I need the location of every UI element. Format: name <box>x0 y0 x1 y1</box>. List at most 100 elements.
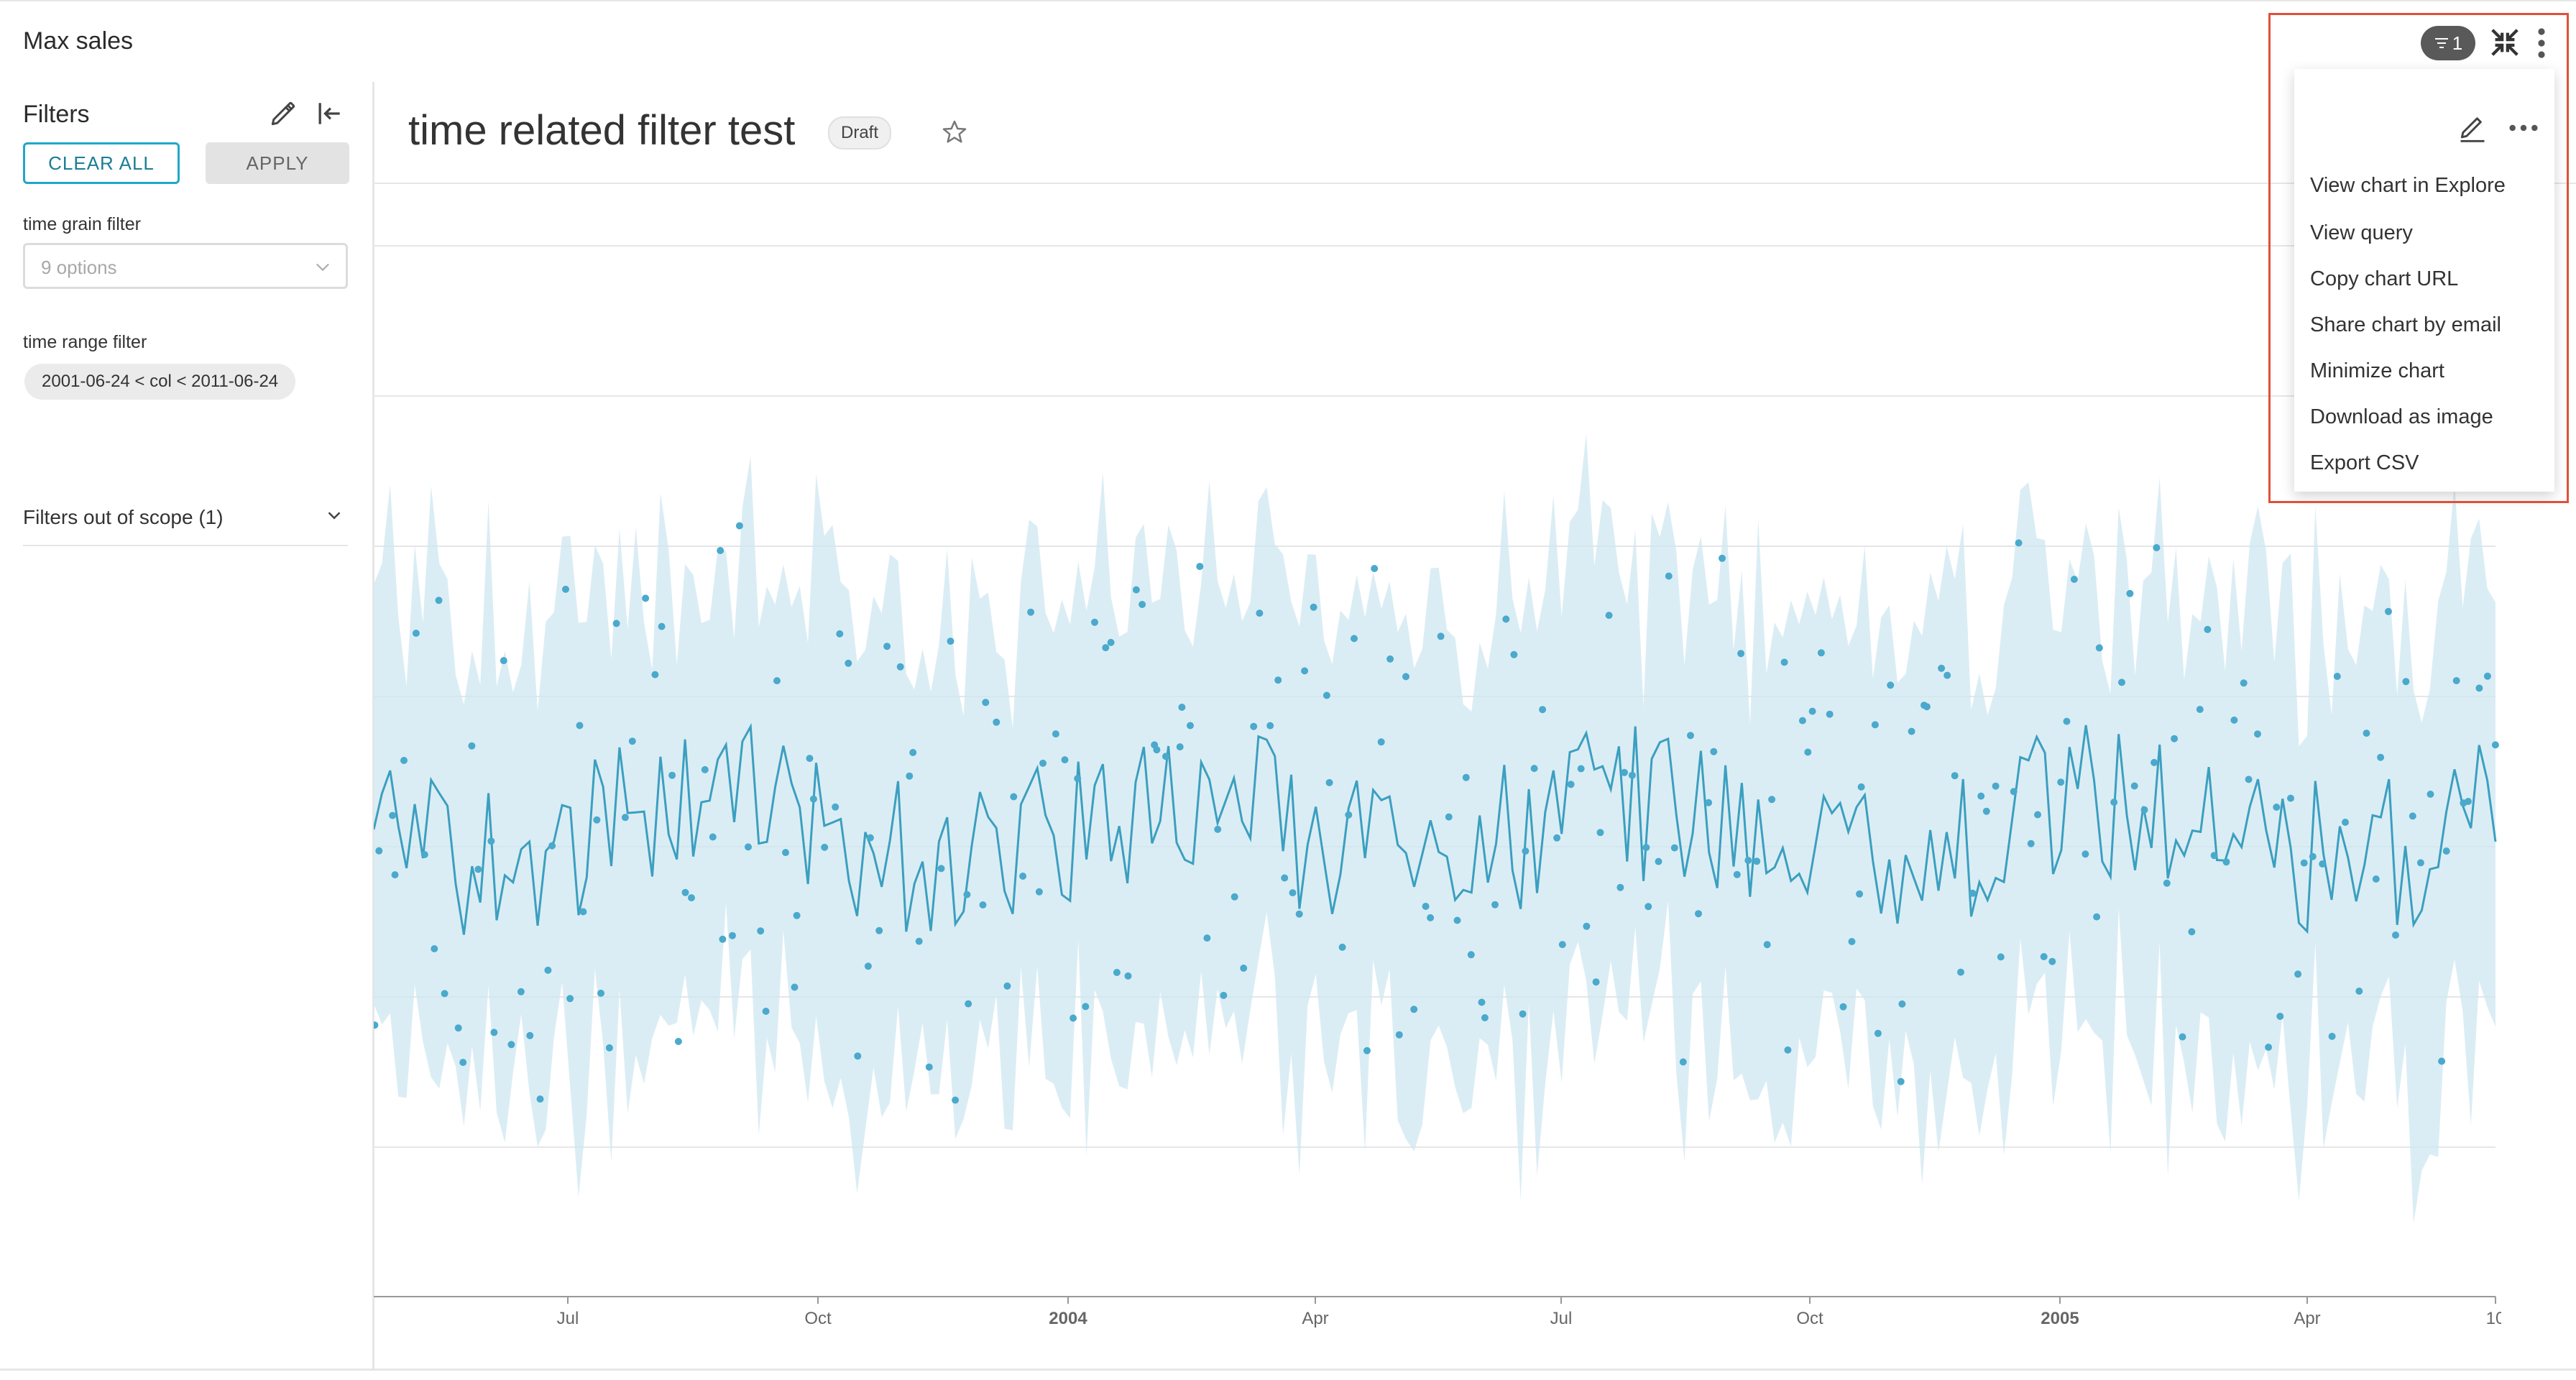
scatter-point <box>1642 844 1650 852</box>
scatter-point <box>435 597 443 604</box>
scatter-point <box>1997 953 2005 961</box>
scatter-point <box>875 926 883 934</box>
scatter-point <box>1944 671 1951 679</box>
x-tick-label: Apr <box>1302 1309 1328 1328</box>
scatter-point <box>605 1044 613 1052</box>
scatter-point <box>1035 888 1043 896</box>
dashboard-title[interactable]: time related filter test <box>408 107 796 154</box>
menu-item-export-csv[interactable]: Export CSV <box>2310 451 2419 474</box>
scatter-point <box>642 594 650 602</box>
scatter-point <box>1467 951 1475 959</box>
apply-button[interactable]: APPLY <box>206 142 349 184</box>
scatter-point <box>1422 903 1430 910</box>
scatter-point <box>993 718 1000 726</box>
scatter-point <box>1908 727 1915 735</box>
menu-item-minimize-chart[interactable]: Minimize chart <box>2310 359 2444 382</box>
scatter-point <box>821 843 829 851</box>
scatter-point <box>2475 684 2483 692</box>
filters-out-of-scope-toggle[interactable]: Filters out of scope (1) <box>23 503 348 545</box>
scatter-point <box>1039 759 1046 767</box>
scatter-point <box>1153 746 1161 754</box>
scatter-point <box>526 1031 534 1039</box>
scatter-point <box>2222 858 2230 866</box>
chart-area: Jul Oct 2004 Apr Jul Oct 2005 Apr 10 <box>374 245 2501 1328</box>
scatter-point <box>1061 756 1069 764</box>
pencil-icon[interactable] <box>267 98 299 129</box>
scatter-point <box>2240 679 2248 687</box>
scatter-point <box>757 927 765 935</box>
more-horizontal-icon[interactable] <box>2507 115 2540 141</box>
scatter-point <box>1687 732 1694 740</box>
scatter-point <box>1203 934 1211 942</box>
scatter-point <box>762 1008 770 1015</box>
scatter-point <box>937 865 945 873</box>
scatter-point <box>1621 768 1628 776</box>
time-grain-filter-label: time grain filter <box>23 214 141 234</box>
scatter-point <box>1478 998 1486 1006</box>
scatter-point <box>773 677 781 685</box>
scatter-point <box>2265 1044 2273 1051</box>
x-tick-label: Jul <box>557 1309 579 1328</box>
menu-item-share-by-email[interactable]: Share chart by email <box>2310 313 2501 336</box>
scatter-point <box>1010 793 1018 801</box>
scatter-point <box>1753 857 1761 865</box>
collapse-left-icon[interactable] <box>313 98 345 129</box>
clear-all-button[interactable]: CLEAR ALL <box>23 142 180 184</box>
scatter-point <box>1592 978 1600 986</box>
scatter-point <box>1462 773 1470 781</box>
scatter-point <box>845 659 852 667</box>
x-tick-label: Oct <box>1796 1309 1823 1328</box>
chevron-down-icon <box>328 512 341 520</box>
menu-item-view-query[interactable]: View query <box>2310 221 2413 244</box>
scatter-point <box>1848 938 1856 945</box>
scatter-point <box>2015 539 2023 547</box>
scatter-point <box>2254 730 2261 738</box>
scatter-point <box>1220 991 1228 999</box>
applied-filters-badge[interactable]: 1 <box>2421 26 2475 60</box>
scatter-point <box>925 1063 933 1071</box>
time-range-value[interactable]: 2001-06-24 < col < 2011-06-24 <box>24 364 296 400</box>
scatter-point <box>864 962 872 970</box>
scatter-point <box>719 935 727 943</box>
scatter-point <box>1530 765 1538 773</box>
scatter-point <box>1710 748 1718 755</box>
x-axis-ticks: Jul Oct 2004 Apr Jul Oct 2005 Apr 10 <box>557 1297 2501 1328</box>
scatter-point <box>832 803 840 811</box>
scatter-points <box>374 522 2499 1104</box>
scatter-point <box>2150 758 2158 766</box>
scatter-point <box>1719 554 1726 562</box>
more-vertical-icon[interactable] <box>2533 26 2550 60</box>
scatter-point <box>500 657 507 665</box>
menu-item-copy-chart-url[interactable]: Copy chart URL <box>2310 267 2459 290</box>
pencil-icon[interactable] <box>2457 112 2488 144</box>
scatter-point <box>1027 608 1035 616</box>
minimize-icon[interactable] <box>2488 26 2521 59</box>
scatter-point <box>2426 791 2434 798</box>
scatter-point <box>854 1052 862 1060</box>
scatter-point <box>1091 618 1098 626</box>
scatter-point <box>729 932 736 939</box>
menu-item-download-image[interactable]: Download as image <box>2310 405 2493 428</box>
scatter-point <box>2204 625 2212 633</box>
chevron-down-icon <box>316 263 329 272</box>
scatter-point <box>1780 658 1788 666</box>
scatter-point <box>1670 844 1678 852</box>
star-icon[interactable] <box>940 118 969 147</box>
scatter-point <box>1082 1003 1090 1011</box>
scatter-point <box>576 722 584 730</box>
scatter-point <box>681 888 689 896</box>
scatter-point <box>1583 922 1591 930</box>
menu-item-view-in-explore[interactable]: View chart in Explore <box>2310 174 2506 197</box>
scatter-point <box>1230 893 1238 901</box>
scatter-point <box>1804 748 1812 756</box>
scatter-point <box>2465 798 2472 805</box>
scatter-point <box>806 755 814 763</box>
scatter-point <box>2070 576 2078 583</box>
scatter-point <box>1070 1014 1077 1022</box>
time-grain-select[interactable]: 9 options <box>23 243 348 289</box>
scatter-point <box>2048 957 2056 965</box>
scatter-point <box>1402 673 1409 681</box>
scatter-point <box>2063 717 2071 725</box>
scatter-point <box>1763 941 1771 949</box>
scatter-point <box>1338 943 1346 951</box>
